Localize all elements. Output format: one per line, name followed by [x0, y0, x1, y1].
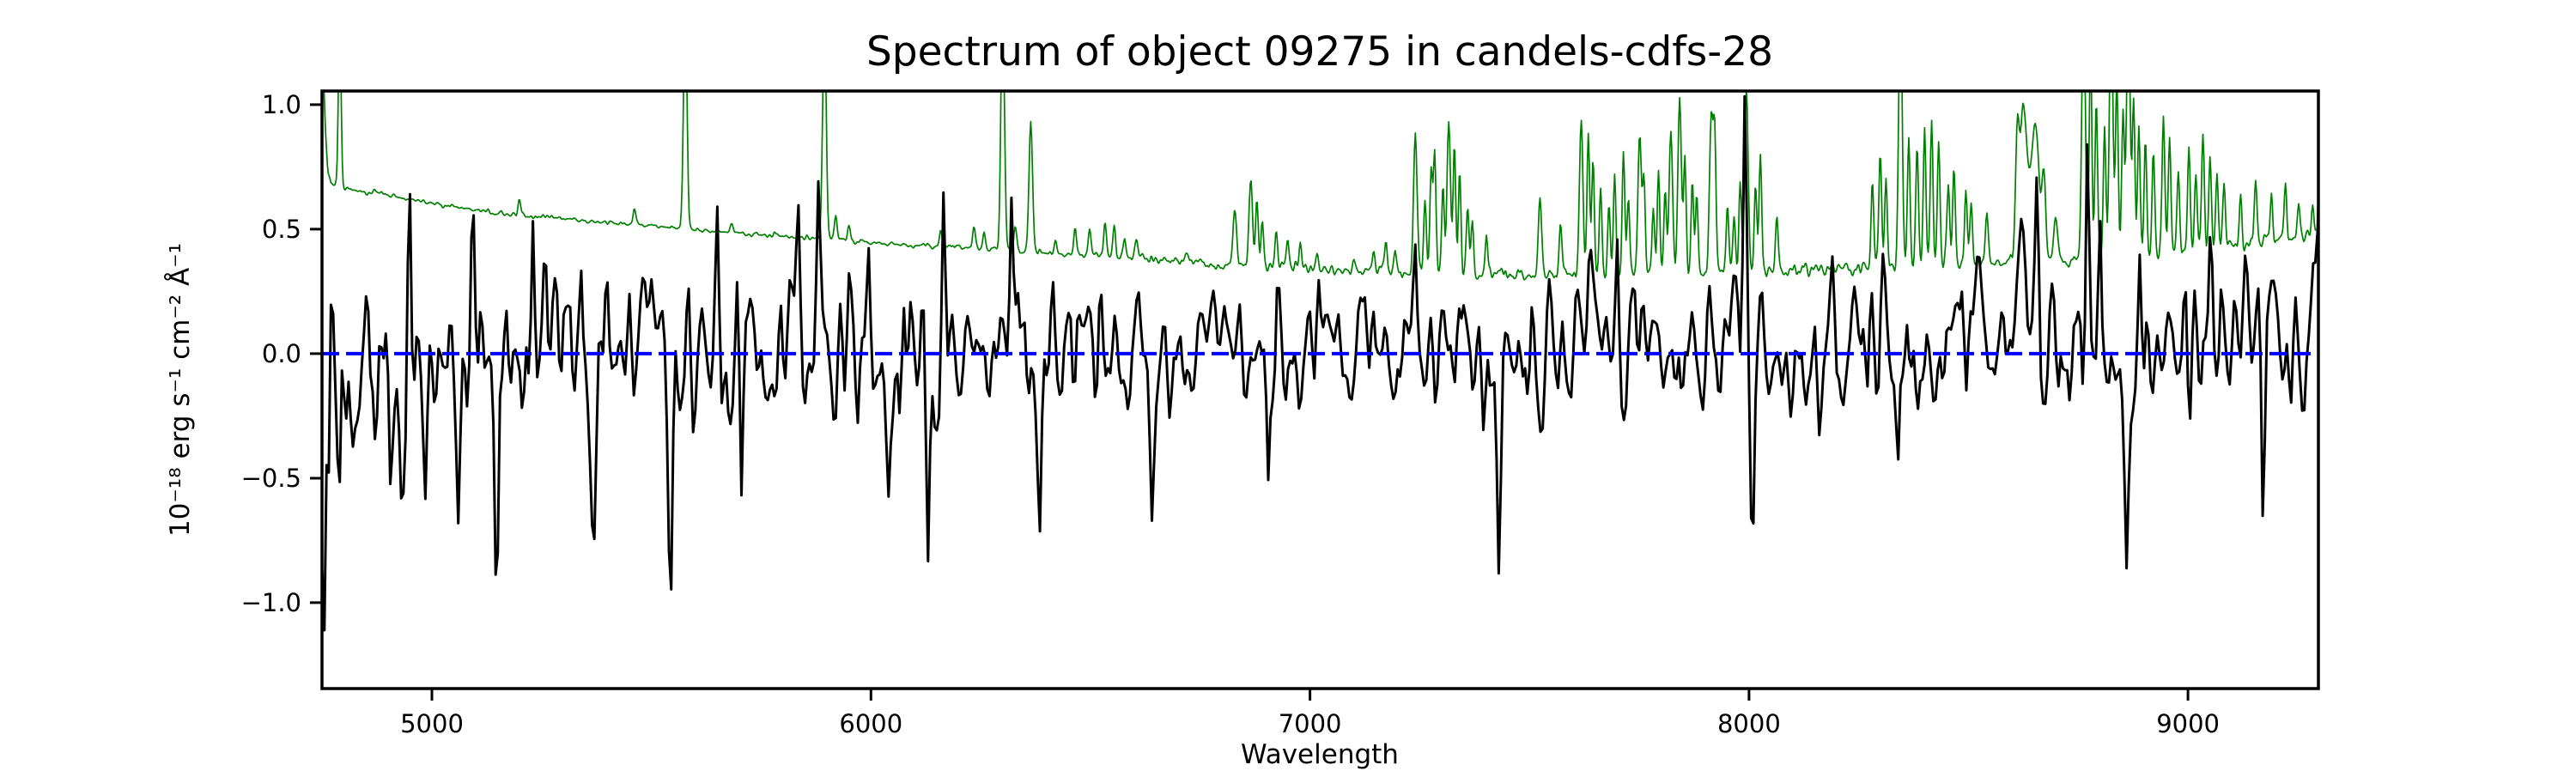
sky-noise-line: [323, 91, 2318, 281]
y-axis-label: 10⁻¹⁸ erg s⁻¹ cm⁻² Å⁻¹: [165, 243, 196, 537]
y-tick-label: 0.0: [262, 339, 301, 368]
y-tick-label: −0.5: [241, 464, 301, 493]
x-axis-label: Wavelength: [1241, 739, 1399, 770]
x-tick-label: 8000: [1717, 709, 1781, 738]
x-tick-label: 5000: [400, 709, 464, 738]
y-tick-label: 0.5: [262, 215, 301, 244]
plot-series-group: [322, 91, 2318, 632]
x-tick-label: 9000: [2156, 709, 2220, 738]
y-tick-label: 1.0: [262, 90, 301, 119]
x-tick-label: 7000: [1279, 709, 1342, 738]
plot-title: Spectrum of object 09275 in candels-cdfs…: [866, 28, 1773, 76]
y-tick-label: −1.0: [241, 588, 301, 617]
flux-line: [322, 94, 2318, 632]
plot-axes-group: 5000 6000 7000 8000 9000 1.0 0.5 0.0 −0.5 −1.0: [241, 89, 2320, 738]
x-tick-label: 6000: [839, 709, 902, 738]
plot-border: [320, 89, 2320, 690]
